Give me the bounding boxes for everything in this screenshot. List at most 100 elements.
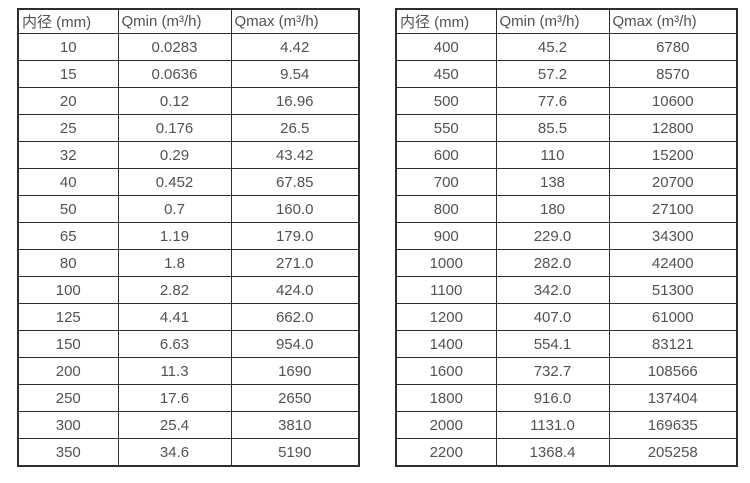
cell-diameter: 65	[17, 222, 119, 250]
cell-diameter: 350	[17, 438, 119, 467]
cell-qmax: 662.0	[230, 303, 360, 331]
table-row: 50 0.7 160.0	[17, 195, 360, 223]
cell-diameter: 125	[17, 303, 119, 331]
table-row: 800 180 27100	[395, 195, 738, 223]
table-row: 65 1.19 179.0	[17, 222, 360, 250]
cell-diameter: 500	[395, 87, 497, 115]
cell-qmax: 271.0	[230, 249, 360, 277]
cell-qmax: 4.42	[230, 33, 360, 61]
cell-diameter: 450	[395, 60, 497, 88]
cell-diameter: 80	[17, 249, 119, 277]
table-row: 250 17.6 2650	[17, 384, 360, 412]
cell-diameter: 1000	[395, 249, 497, 277]
table-row: 600 110 15200	[395, 141, 738, 169]
cell-diameter: 2000	[395, 411, 497, 439]
cell-qmin: 1368.4	[495, 438, 610, 467]
cell-qmax: 9.54	[230, 60, 360, 88]
cell-qmin: 34.6	[117, 438, 232, 467]
flow-table-large-diameters: 内径 (mm) Qmin (m³/h) Qmax (m³/h) 400 45.2 678…	[395, 8, 738, 467]
column-header: Qmin (m³/h)	[117, 8, 232, 34]
cell-qmax: 67.85	[230, 168, 360, 196]
cell-diameter: 600	[395, 141, 497, 169]
cell-qmax: 5190	[230, 438, 360, 467]
cell-qmin: 916.0	[495, 384, 610, 412]
cell-qmax: 61000	[608, 303, 738, 331]
cell-qmin: 1131.0	[495, 411, 610, 439]
table-row: 300 25.4 3810	[17, 411, 360, 439]
cell-qmax: 83121	[608, 330, 738, 358]
cell-diameter: 400	[395, 33, 497, 61]
cell-qmin: 77.6	[495, 87, 610, 115]
cell-qmax: 954.0	[230, 330, 360, 358]
cell-diameter: 15	[17, 60, 119, 88]
column-header: 内径 (mm)	[17, 8, 119, 34]
cell-diameter: 1200	[395, 303, 497, 331]
cell-qmin: 85.5	[495, 114, 610, 142]
table-row: 20 0.12 16.96	[17, 87, 360, 115]
cell-qmin: 0.176	[117, 114, 232, 142]
cell-qmin: 4.41	[117, 303, 232, 331]
cell-qmax: 137404	[608, 384, 738, 412]
cell-qmin: 229.0	[495, 222, 610, 250]
cell-qmax: 169635	[608, 411, 738, 439]
cell-qmax: 12800	[608, 114, 738, 142]
cell-diameter: 50	[17, 195, 119, 223]
cell-qmin: 342.0	[495, 276, 610, 304]
header-row: 内径 (mm) Qmin (m³/h) Qmax (m³/h)	[395, 8, 738, 34]
cell-qmin: 407.0	[495, 303, 610, 331]
cell-qmin: 0.0283	[117, 33, 232, 61]
cell-diameter: 25	[17, 114, 119, 142]
cell-qmax: 51300	[608, 276, 738, 304]
cell-qmin: 554.1	[495, 330, 610, 358]
cell-qmin: 0.12	[117, 87, 232, 115]
cell-qmax: 3810	[230, 411, 360, 439]
cell-diameter: 1800	[395, 384, 497, 412]
table-row: 125 4.41 662.0	[17, 303, 360, 331]
column-header: 内径 (mm)	[395, 8, 497, 34]
cell-diameter: 20	[17, 87, 119, 115]
cell-qmin: 57.2	[495, 60, 610, 88]
flow-table-small-diameters: 内径 (mm) Qmin (m³/h) Qmax (m³/h) 10 0.0283 4.…	[17, 8, 360, 467]
cell-diameter: 300	[17, 411, 119, 439]
table-row: 1400 554.1 83121	[395, 330, 738, 358]
cell-qmin: 25.4	[117, 411, 232, 439]
cell-qmax: 15200	[608, 141, 738, 169]
cell-diameter: 1600	[395, 357, 497, 385]
cell-qmin: 17.6	[117, 384, 232, 412]
cell-qmin: 0.452	[117, 168, 232, 196]
table-row: 150 6.63 954.0	[17, 330, 360, 358]
cell-diameter: 250	[17, 384, 119, 412]
table-row: 1000 282.0 42400	[395, 249, 738, 277]
table-row: 2000 1131.0 169635	[395, 411, 738, 439]
table-row: 100 2.82 424.0	[17, 276, 360, 304]
cell-diameter: 1400	[395, 330, 497, 358]
cell-qmax: 205258	[608, 438, 738, 467]
cell-qmin: 282.0	[495, 249, 610, 277]
cell-diameter: 800	[395, 195, 497, 223]
cell-qmin: 11.3	[117, 357, 232, 385]
table-row: 200 11.3 1690	[17, 357, 360, 385]
cell-qmax: 1690	[230, 357, 360, 385]
column-header: Qmax (m³/h)	[608, 8, 738, 34]
table-row: 450 57.2 8570	[395, 60, 738, 88]
header-row: 内径 (mm) Qmin (m³/h) Qmax (m³/h)	[17, 8, 360, 34]
cell-qmax: 160.0	[230, 195, 360, 223]
table-row: 550 85.5 12800	[395, 114, 738, 142]
cell-diameter: 2200	[395, 438, 497, 467]
cell-diameter: 700	[395, 168, 497, 196]
cell-qmin: 1.19	[117, 222, 232, 250]
cell-qmin: 1.8	[117, 249, 232, 277]
table-row: 1100 342.0 51300	[395, 276, 738, 304]
cell-diameter: 200	[17, 357, 119, 385]
cell-qmax: 42400	[608, 249, 738, 277]
table-row: 1200 407.0 61000	[395, 303, 738, 331]
table-row: 10 0.0283 4.42	[17, 33, 360, 61]
cell-qmax: 108566	[608, 357, 738, 385]
cell-diameter: 150	[17, 330, 119, 358]
cell-qmin: 110	[495, 141, 610, 169]
table-row: 40 0.452 67.85	[17, 168, 360, 196]
table-row: 900 229.0 34300	[395, 222, 738, 250]
table-row: 400 45.2 6780	[395, 33, 738, 61]
table-row: 15 0.0636 9.54	[17, 60, 360, 88]
table-row: 2200 1368.4 205258	[395, 438, 738, 467]
